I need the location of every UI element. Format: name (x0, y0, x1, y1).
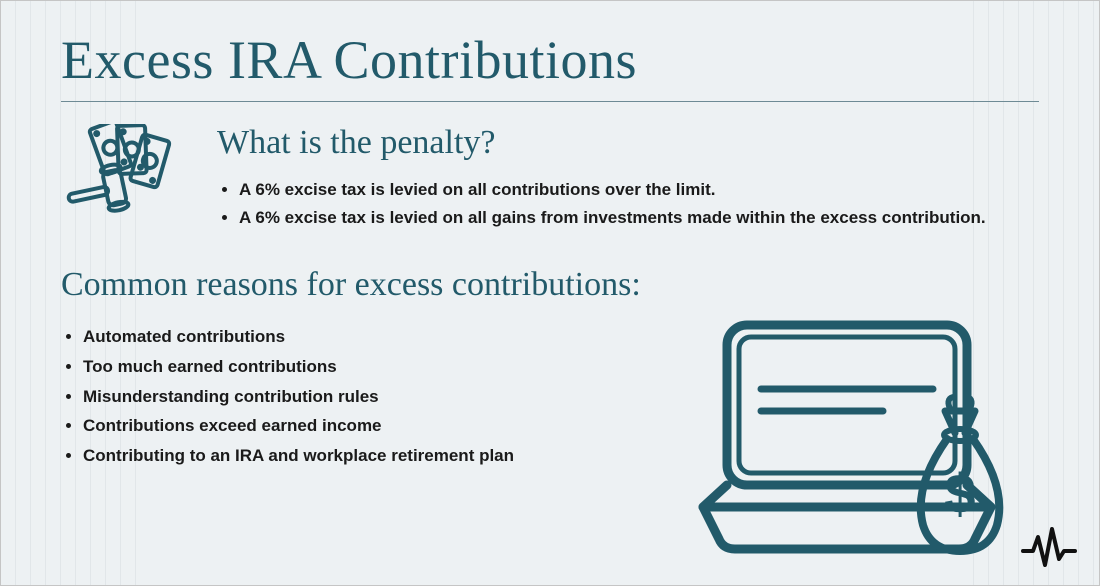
reasons-heading: Common reasons for excess contributions: (61, 266, 1039, 304)
reasons-bullet: Contributions exceed earned income (83, 411, 621, 441)
penalty-bullet: A 6% excise tax is levied on all gains f… (239, 204, 986, 232)
reasons-bullet: Contributing to an IRA and workplace ret… (83, 441, 621, 471)
penalty-bullet: A 6% excise tax is levied on all contrib… (239, 176, 986, 204)
laptop-moneybag-icon: $ (679, 307, 1039, 567)
reasons-list: Automated contributions Too much earned … (61, 322, 621, 471)
reasons-bullet: Too much earned contributions (83, 352, 621, 382)
reasons-bullet: Misunderstanding contribution rules (83, 382, 621, 412)
page-title: Excess IRA Contributions (61, 29, 1039, 91)
title-divider (61, 101, 1039, 102)
reasons-bullet: Automated contributions (83, 322, 621, 352)
pulse-logo-icon (1021, 525, 1077, 571)
money-gavel-icon (61, 124, 191, 234)
penalty-list: A 6% excise tax is levied on all contrib… (217, 176, 986, 232)
penalty-heading: What is the penalty? (217, 124, 986, 162)
svg-text:$: $ (944, 462, 975, 525)
penalty-section: What is the penalty? A 6% excise tax is … (61, 124, 1039, 234)
